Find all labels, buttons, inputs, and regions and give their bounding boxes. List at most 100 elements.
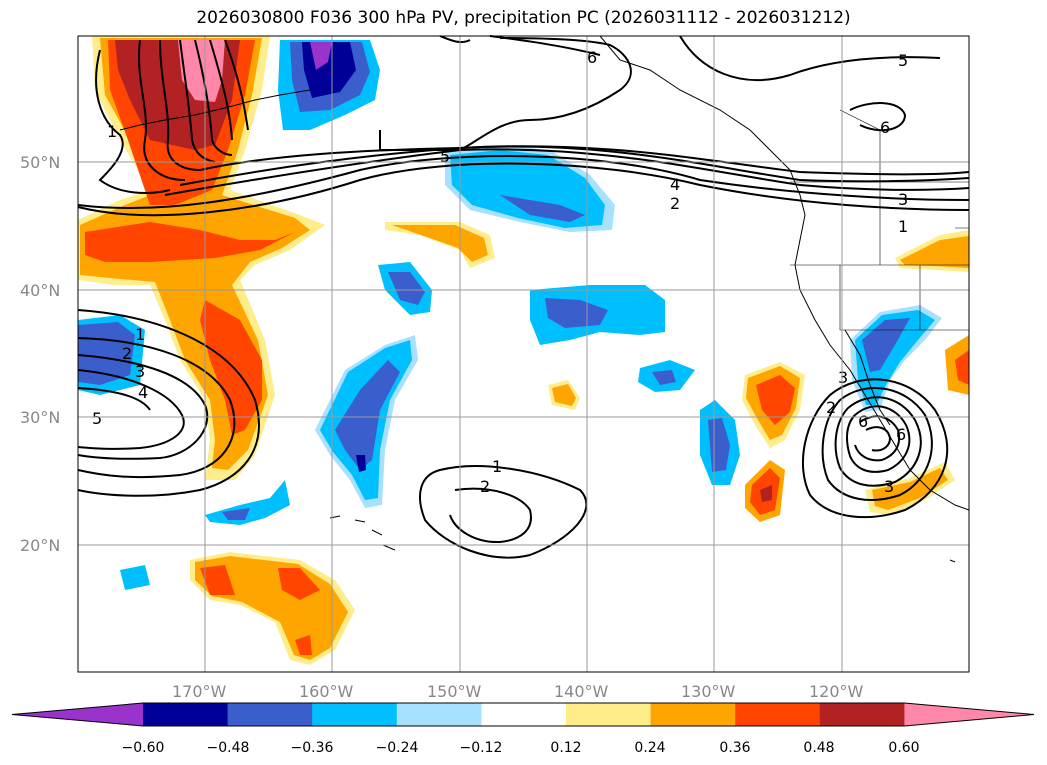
colorbar-extend-low bbox=[12, 703, 143, 726]
lon-label-130w: 130°W bbox=[681, 682, 736, 701]
clabel-mid-2: 2 bbox=[480, 477, 490, 496]
coast-hawaii bbox=[329, 515, 396, 551]
colorbar-tick: −0.60 bbox=[122, 740, 165, 756]
pv-contour-5 bbox=[199, 145, 970, 176]
colorbar-extend-high bbox=[904, 703, 1034, 726]
colorbar-tick: −0.12 bbox=[460, 740, 503, 756]
shade-negative-c3 bbox=[335, 360, 400, 470]
shade-positive-s4 bbox=[278, 568, 320, 600]
colorbar-segment bbox=[735, 703, 821, 726]
pv-contour-sw-3 bbox=[77, 354, 209, 460]
clabel-jet-5: 5 bbox=[440, 147, 450, 166]
clabel-jet-1: 1 bbox=[898, 217, 908, 236]
clabel-sw-4: 4 bbox=[138, 383, 148, 402]
clabel-top-6: 6 bbox=[587, 48, 597, 67]
colorbar-tick-labels: −0.60 −0.48 −0.36 −0.24 −0.12 0.12 0.24 … bbox=[122, 740, 920, 756]
pv-contour-2 bbox=[77, 155, 970, 210]
pv-contour-e-2 bbox=[821, 387, 933, 501]
colorbar-segment bbox=[566, 703, 652, 726]
lon-label-160w: 160°W bbox=[299, 682, 354, 701]
colorbar-segment bbox=[819, 703, 905, 726]
clabel-top-5: 5 bbox=[898, 51, 908, 70]
pv-contour-3 bbox=[164, 148, 970, 196]
lat-label-20n: 20°N bbox=[20, 536, 60, 555]
precipitation-shading bbox=[78, 36, 969, 665]
lat-label-50n: 50°N bbox=[20, 153, 60, 172]
shade-negative-i3 bbox=[862, 318, 910, 372]
lon-label-170w: 170°W bbox=[172, 682, 227, 701]
colorbar-tick: 0.12 bbox=[550, 740, 581, 756]
clabel-top-6b: 6 bbox=[880, 118, 890, 137]
clabel-e-1: 3 bbox=[838, 368, 848, 387]
shade-positive-nw-red2 bbox=[85, 222, 295, 262]
shade-positive-s3 bbox=[200, 565, 235, 595]
pv-contour-top-6b bbox=[849, 102, 907, 132]
border-states-1 bbox=[790, 109, 969, 331]
pv-contours bbox=[77, 35, 970, 559]
lon-label-140w: 140°W bbox=[554, 682, 609, 701]
pv-contour-sw-4 bbox=[77, 369, 185, 450]
colorbar-tick: −0.36 bbox=[291, 740, 334, 756]
pv-contour-top-blob bbox=[379, 37, 632, 151]
clabel-sw-2: 2 bbox=[122, 344, 132, 363]
colorbar-segment bbox=[396, 703, 482, 726]
shade-negative-e-blue bbox=[652, 370, 676, 385]
pv-contour-e-4 bbox=[846, 405, 911, 473]
pv-contour-e-1 bbox=[802, 378, 949, 519]
latitude-labels: 50°N 40°N 30°N 20°N bbox=[20, 153, 60, 555]
pv-contour-nw-1 bbox=[95, 49, 171, 194]
pv-contour-mid-2 bbox=[449, 487, 532, 544]
lon-label-120w: 120°W bbox=[809, 682, 864, 701]
pv-contour-e-6 bbox=[865, 426, 892, 452]
gridlines bbox=[78, 36, 969, 672]
colorbar-segment bbox=[312, 703, 398, 726]
lat-label-30n: 30°N bbox=[20, 408, 60, 427]
clabel-e-5: 6 bbox=[896, 425, 906, 444]
shade-positive-e3b bbox=[552, 384, 576, 406]
shade-positive-small-1b bbox=[392, 225, 488, 262]
shade-negative-central-north-3 bbox=[500, 195, 585, 222]
clabel-jet-4: 4 bbox=[670, 175, 680, 194]
colorbar-segment bbox=[650, 703, 736, 726]
colorbar-tick: 0.36 bbox=[719, 740, 750, 756]
pv-contour-mid-1 bbox=[419, 465, 588, 559]
clabel-sw-1: 1 bbox=[135, 325, 145, 344]
shade-negative-g-blue bbox=[222, 508, 250, 520]
shade-negative-h bbox=[120, 565, 150, 590]
shade-positive-e2c bbox=[760, 485, 772, 502]
shade-positive-nw-red3 bbox=[200, 300, 262, 435]
clabel-jet-2: 2 bbox=[670, 194, 680, 213]
shade-positive-e5b bbox=[955, 350, 969, 385]
coast-islands bbox=[949, 559, 956, 563]
clabel-e-2: 2 bbox=[826, 398, 836, 417]
colorbar-segment bbox=[481, 703, 567, 726]
clabel-e-6: 6 bbox=[858, 412, 868, 431]
pv-contour-e-3 bbox=[834, 396, 922, 487]
colorbar-segment bbox=[227, 703, 313, 726]
colorbar-tick: 0.48 bbox=[803, 740, 834, 756]
shade-negative-a-blue bbox=[388, 272, 425, 305]
clabel-sw-5: 5 bbox=[92, 409, 102, 428]
coast-baja bbox=[844, 329, 891, 426]
lat-label-40n: 40°N bbox=[20, 281, 60, 300]
lon-label-150w: 150°W bbox=[427, 682, 482, 701]
clabel-nw-1: 1 bbox=[107, 122, 117, 141]
clabel-e-3: 3 bbox=[884, 477, 894, 496]
shade-positive-e4b bbox=[900, 236, 969, 268]
shade-negative-alaska-purple bbox=[310, 42, 332, 70]
pv-contour-top-5 bbox=[679, 35, 941, 82]
colorbar-tick: 0.60 bbox=[888, 740, 919, 756]
colorbar-tick: −0.24 bbox=[376, 740, 419, 756]
pv-contour-sw-2 bbox=[77, 337, 236, 479]
pv-contour-nw-7 bbox=[224, 39, 249, 131]
plot-title: 2026030800 F036 300 hPa PV, precipitatio… bbox=[196, 8, 851, 28]
pv-contour-4 bbox=[179, 145, 970, 186]
pv-contour-sw-5 bbox=[77, 387, 151, 411]
shade-positive-e1c bbox=[756, 375, 795, 425]
pv-contour-nw-3 bbox=[159, 39, 201, 171]
pv-contour-nw-2 bbox=[138, 39, 186, 181]
colorbar-outline bbox=[11, 702, 1035, 727]
shade-negative-c4 bbox=[356, 455, 366, 472]
shade-negative-b-blue bbox=[545, 298, 608, 328]
